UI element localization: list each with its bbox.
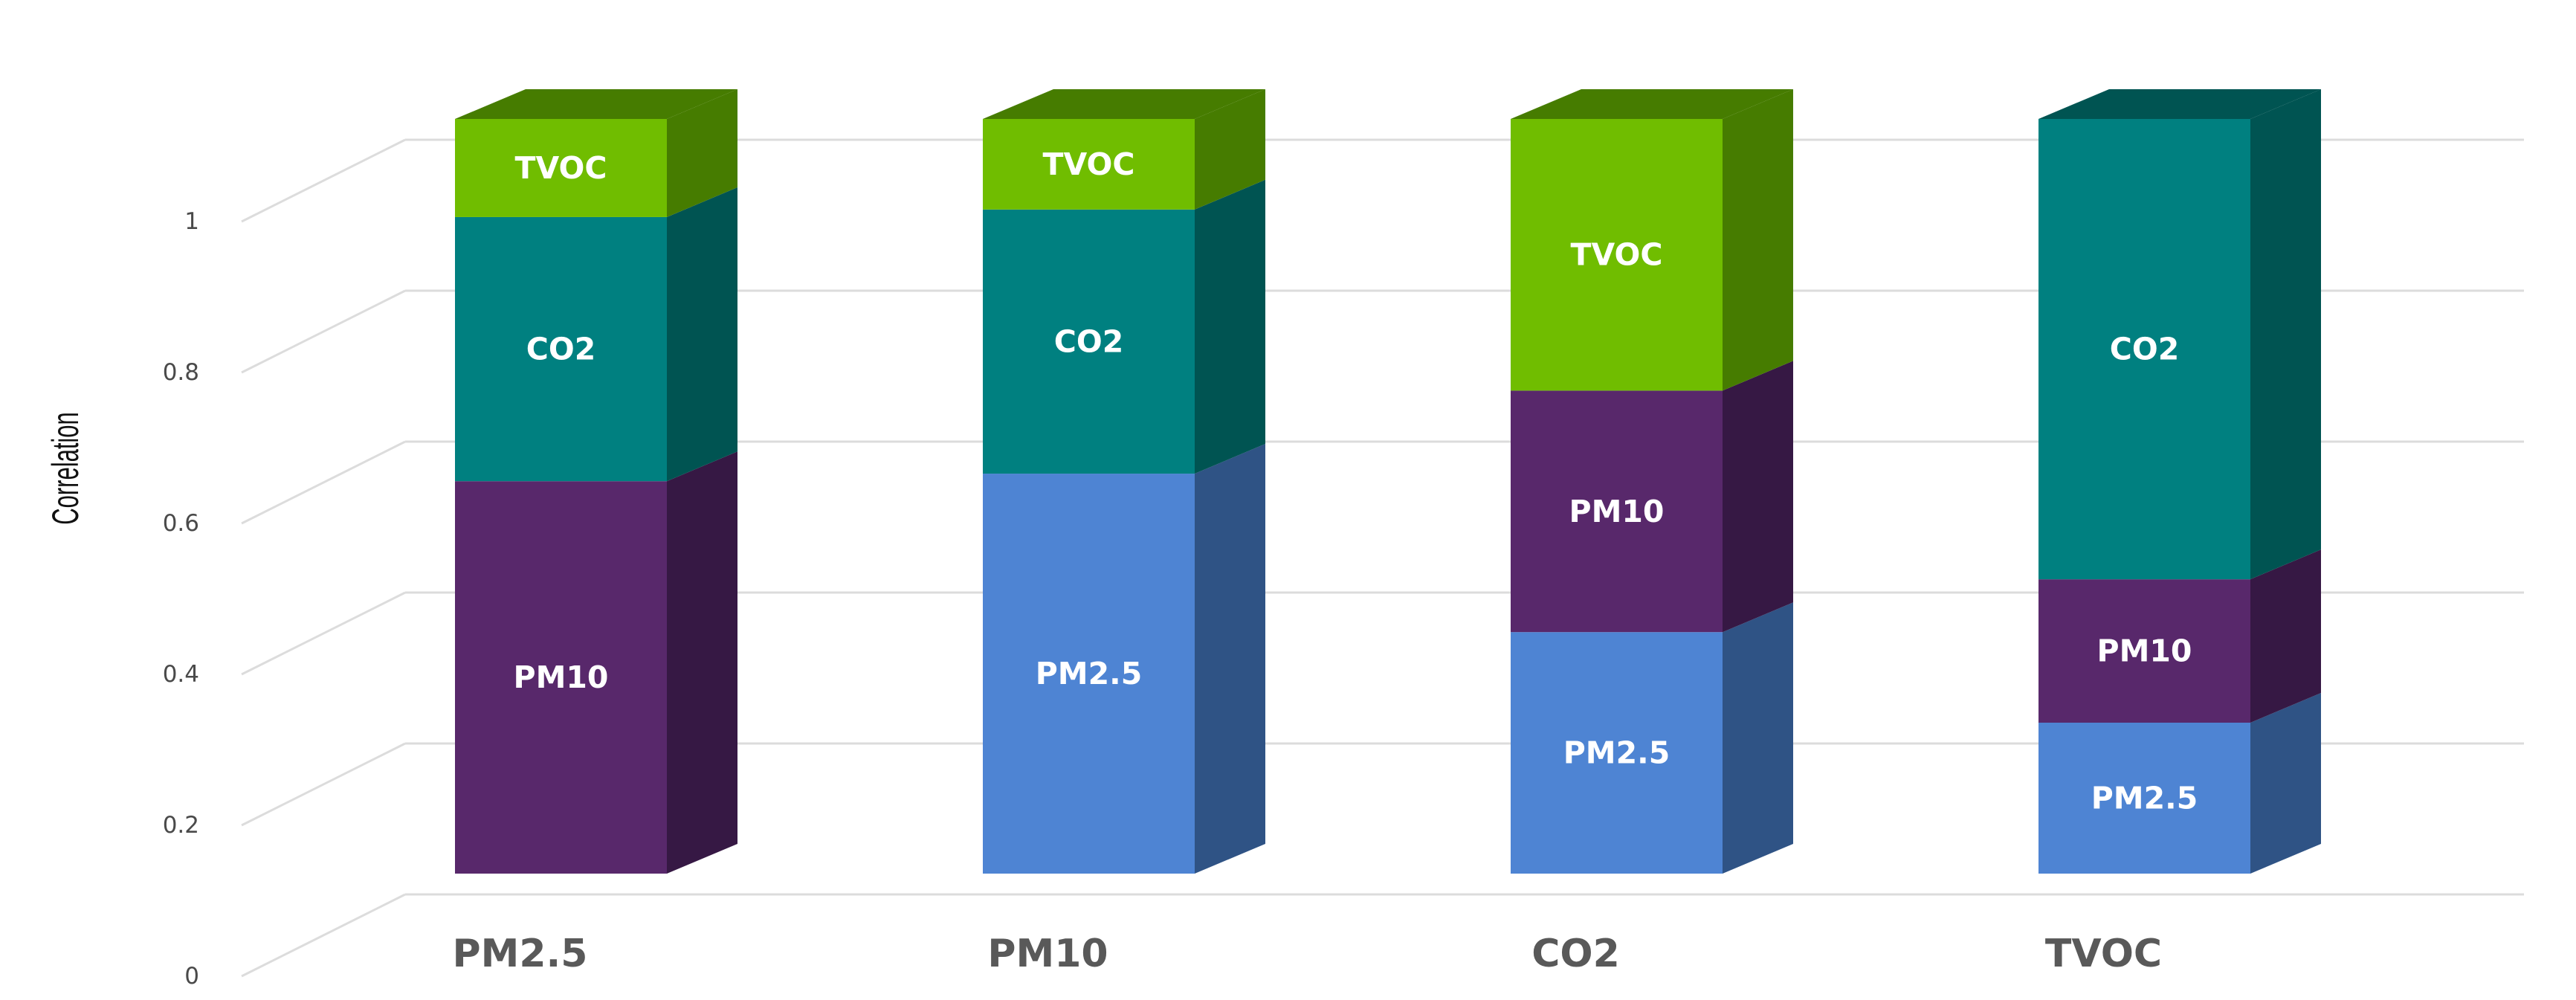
y-tick-label: 0.6 — [163, 510, 199, 537]
bar-top — [1511, 89, 1793, 119]
bar-segment-side — [2250, 549, 2321, 723]
bar-segment — [983, 474, 1195, 874]
gridline-left — [241, 289, 406, 374]
stacked-bar: PM2.5 PM10 CO2 — [2038, 89, 2321, 874]
y-tick-label: 0.2 — [163, 812, 199, 839]
bar-top — [983, 89, 1265, 119]
segment-label: PM2.5 — [1036, 656, 1142, 691]
stacked-bar: PM2.5 PM10 TVOC — [1511, 89, 1793, 874]
y-axis-ticks: 0 0.2 0.4 0.6 0.8 1 — [163, 208, 199, 990]
bar-segment-side — [2250, 693, 2321, 874]
bar-segment — [1511, 390, 1723, 633]
bar-segment-side — [1723, 602, 1793, 874]
bar-segment — [1511, 119, 1723, 391]
bar-segment-side — [1723, 89, 1793, 391]
x-axis-categories: PM2.5 PM10 CO2 TVOC — [453, 932, 2163, 976]
x-category-label: TVOC — [2045, 932, 2162, 976]
bar-segment-side — [2250, 89, 2321, 580]
bar-segment-side — [667, 89, 737, 217]
bar-top — [455, 89, 737, 119]
x-category-label: CO2 — [1531, 932, 1620, 976]
bar-segment — [983, 119, 1195, 210]
segment-label: TVOC — [1571, 237, 1663, 273]
gridline-left — [241, 742, 406, 827]
gridline-left — [241, 138, 406, 223]
bar-top — [2038, 89, 2321, 119]
bar-segment-side — [1723, 361, 1793, 633]
segment-label: PM10 — [514, 659, 609, 695]
segment-label: TVOC — [515, 150, 607, 186]
y-tick-label: 0.4 — [163, 661, 199, 688]
bar-segment-side — [1195, 444, 1265, 874]
bar-segment-side — [1195, 179, 1265, 474]
x-category-label: PM2.5 — [453, 932, 588, 976]
y-tick-label: 0 — [184, 963, 199, 990]
segment-label: CO2 — [526, 332, 595, 367]
segment-label: CO2 — [2110, 332, 2179, 367]
y-axis-label: Correlation — [44, 412, 85, 525]
bar-segment-side — [667, 451, 737, 874]
bar-segment — [455, 481, 667, 874]
y-tick-label: 0.8 — [163, 359, 199, 386]
gridline-left — [241, 591, 406, 676]
gridline-left — [241, 440, 406, 525]
segment-label: PM10 — [1569, 494, 1665, 529]
segment-label: PM2.5 — [2091, 781, 2198, 816]
stacked-bar: PM10 CO2 TVOC — [455, 89, 737, 874]
segment-label: PM10 — [2097, 633, 2192, 669]
bar-segment — [2038, 119, 2250, 580]
bar-segment-side — [1195, 89, 1265, 210]
bar-segment — [455, 119, 667, 217]
bar-segment — [455, 216, 667, 482]
segment-label: PM2.5 — [1563, 735, 1670, 771]
x-category-label: PM10 — [987, 932, 1108, 976]
bar-segment — [1511, 632, 1723, 874]
bar-segment — [2038, 723, 2250, 874]
segment-label: TVOC — [1043, 146, 1135, 182]
y-tick-label: 1 — [184, 208, 199, 235]
stacked-bar: PM2.5 CO2 TVOC — [983, 89, 1265, 874]
bars: PM10CO2TVOCPM2.5CO2TVOCPM2.5PM10TVOCPM2.… — [455, 89, 2321, 874]
gridline-left — [241, 893, 406, 978]
bar-segment-side — [667, 187, 737, 482]
bar-segment — [2038, 579, 2250, 723]
bar-segment — [983, 209, 1195, 474]
segment-label: CO2 — [1054, 323, 1123, 359]
